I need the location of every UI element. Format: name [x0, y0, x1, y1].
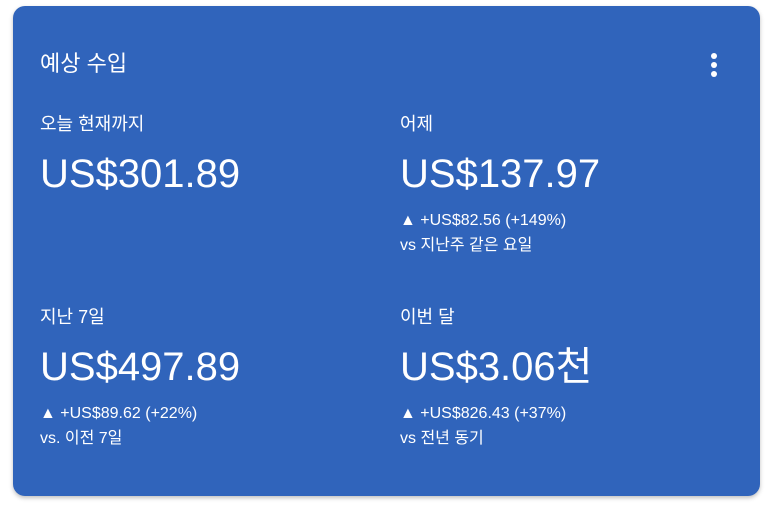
metric-comparison: vs. 이전 7일: [40, 430, 123, 447]
metric-value: US$3.06천: [400, 345, 593, 389]
metric-label: 오늘 현재까지: [40, 114, 145, 134]
metric-today: 오늘 현재까지 US$301.89: [40, 112, 380, 198]
metric-value: US$137.97: [400, 152, 601, 196]
metric-label: 지난 7일: [40, 307, 105, 327]
card-title: 예상 수입: [40, 51, 128, 76]
metric-last-7-days: 지난 7일 US$497.89 ▲ +US$89.62 (+22%) vs. 이…: [40, 305, 380, 451]
metric-label: 어제: [400, 114, 434, 134]
metric-yesterday: 어제 US$137.97 ▲ +US$82.56 (+149%) vs 지난주 …: [400, 112, 740, 258]
metric-change: ▲ +US$82.56 (+149%): [400, 212, 567, 229]
metric-change: ▲ +US$826.43 (+37%): [400, 405, 567, 422]
metric-label: 이번 달: [400, 307, 455, 327]
more-vert-icon[interactable]: [705, 50, 723, 80]
metric-value: US$497.89: [40, 345, 241, 389]
estimated-earnings-card: 예상 수입 오늘 현재까지 US$301.89 어제 US$137.97 ▲ +…: [13, 6, 760, 496]
metric-comparison: vs 전년 동기: [400, 430, 484, 447]
metric-change: ▲ +US$89.62 (+22%): [40, 405, 198, 422]
metric-value: US$301.89: [40, 152, 241, 196]
metric-this-month: 이번 달 US$3.06천 ▲ +US$826.43 (+37%) vs 전년 …: [400, 305, 740, 451]
metric-comparison: vs 지난주 같은 요일: [400, 237, 533, 254]
